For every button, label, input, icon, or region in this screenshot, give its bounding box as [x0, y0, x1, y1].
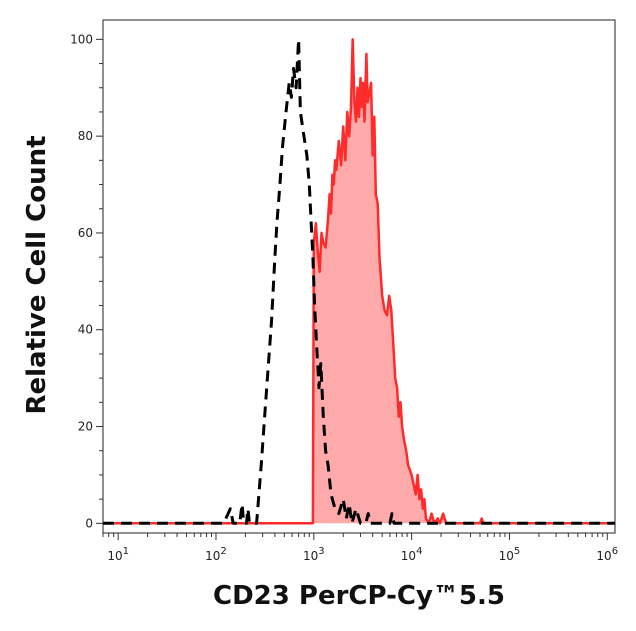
y-tick-label: 80: [78, 129, 93, 143]
y-tick-label: 60: [78, 226, 93, 240]
series-2-fill: [103, 39, 615, 524]
series-2-line: [103, 38, 615, 525]
y-axis: 0 20 40 60 80 100: [70, 32, 103, 530]
y-tick-label: 0: [85, 516, 93, 530]
x-tick-label: 102: [205, 546, 227, 563]
series-1-line: [103, 37, 615, 525]
y-tick-label: 20: [78, 420, 93, 434]
x-tick-label: 103: [303, 546, 325, 563]
plot-frame: [102, 19, 616, 534]
x-tick-label: 105: [499, 546, 521, 563]
x-axis: 101 102 103 104 105 106: [102, 533, 618, 563]
y-tick-label: 100: [70, 32, 93, 46]
x-tick-label: 101: [107, 546, 129, 563]
plot-area: [103, 37, 615, 525]
x-tick-label: 106: [596, 546, 618, 563]
x-tick-label: 104: [401, 546, 423, 563]
y-tick-label: 40: [78, 323, 93, 337]
y-axis-title: Relative Cell Count: [22, 135, 52, 414]
x-axis-title: CD23 PerCP-Cy™5.5: [213, 581, 505, 611]
